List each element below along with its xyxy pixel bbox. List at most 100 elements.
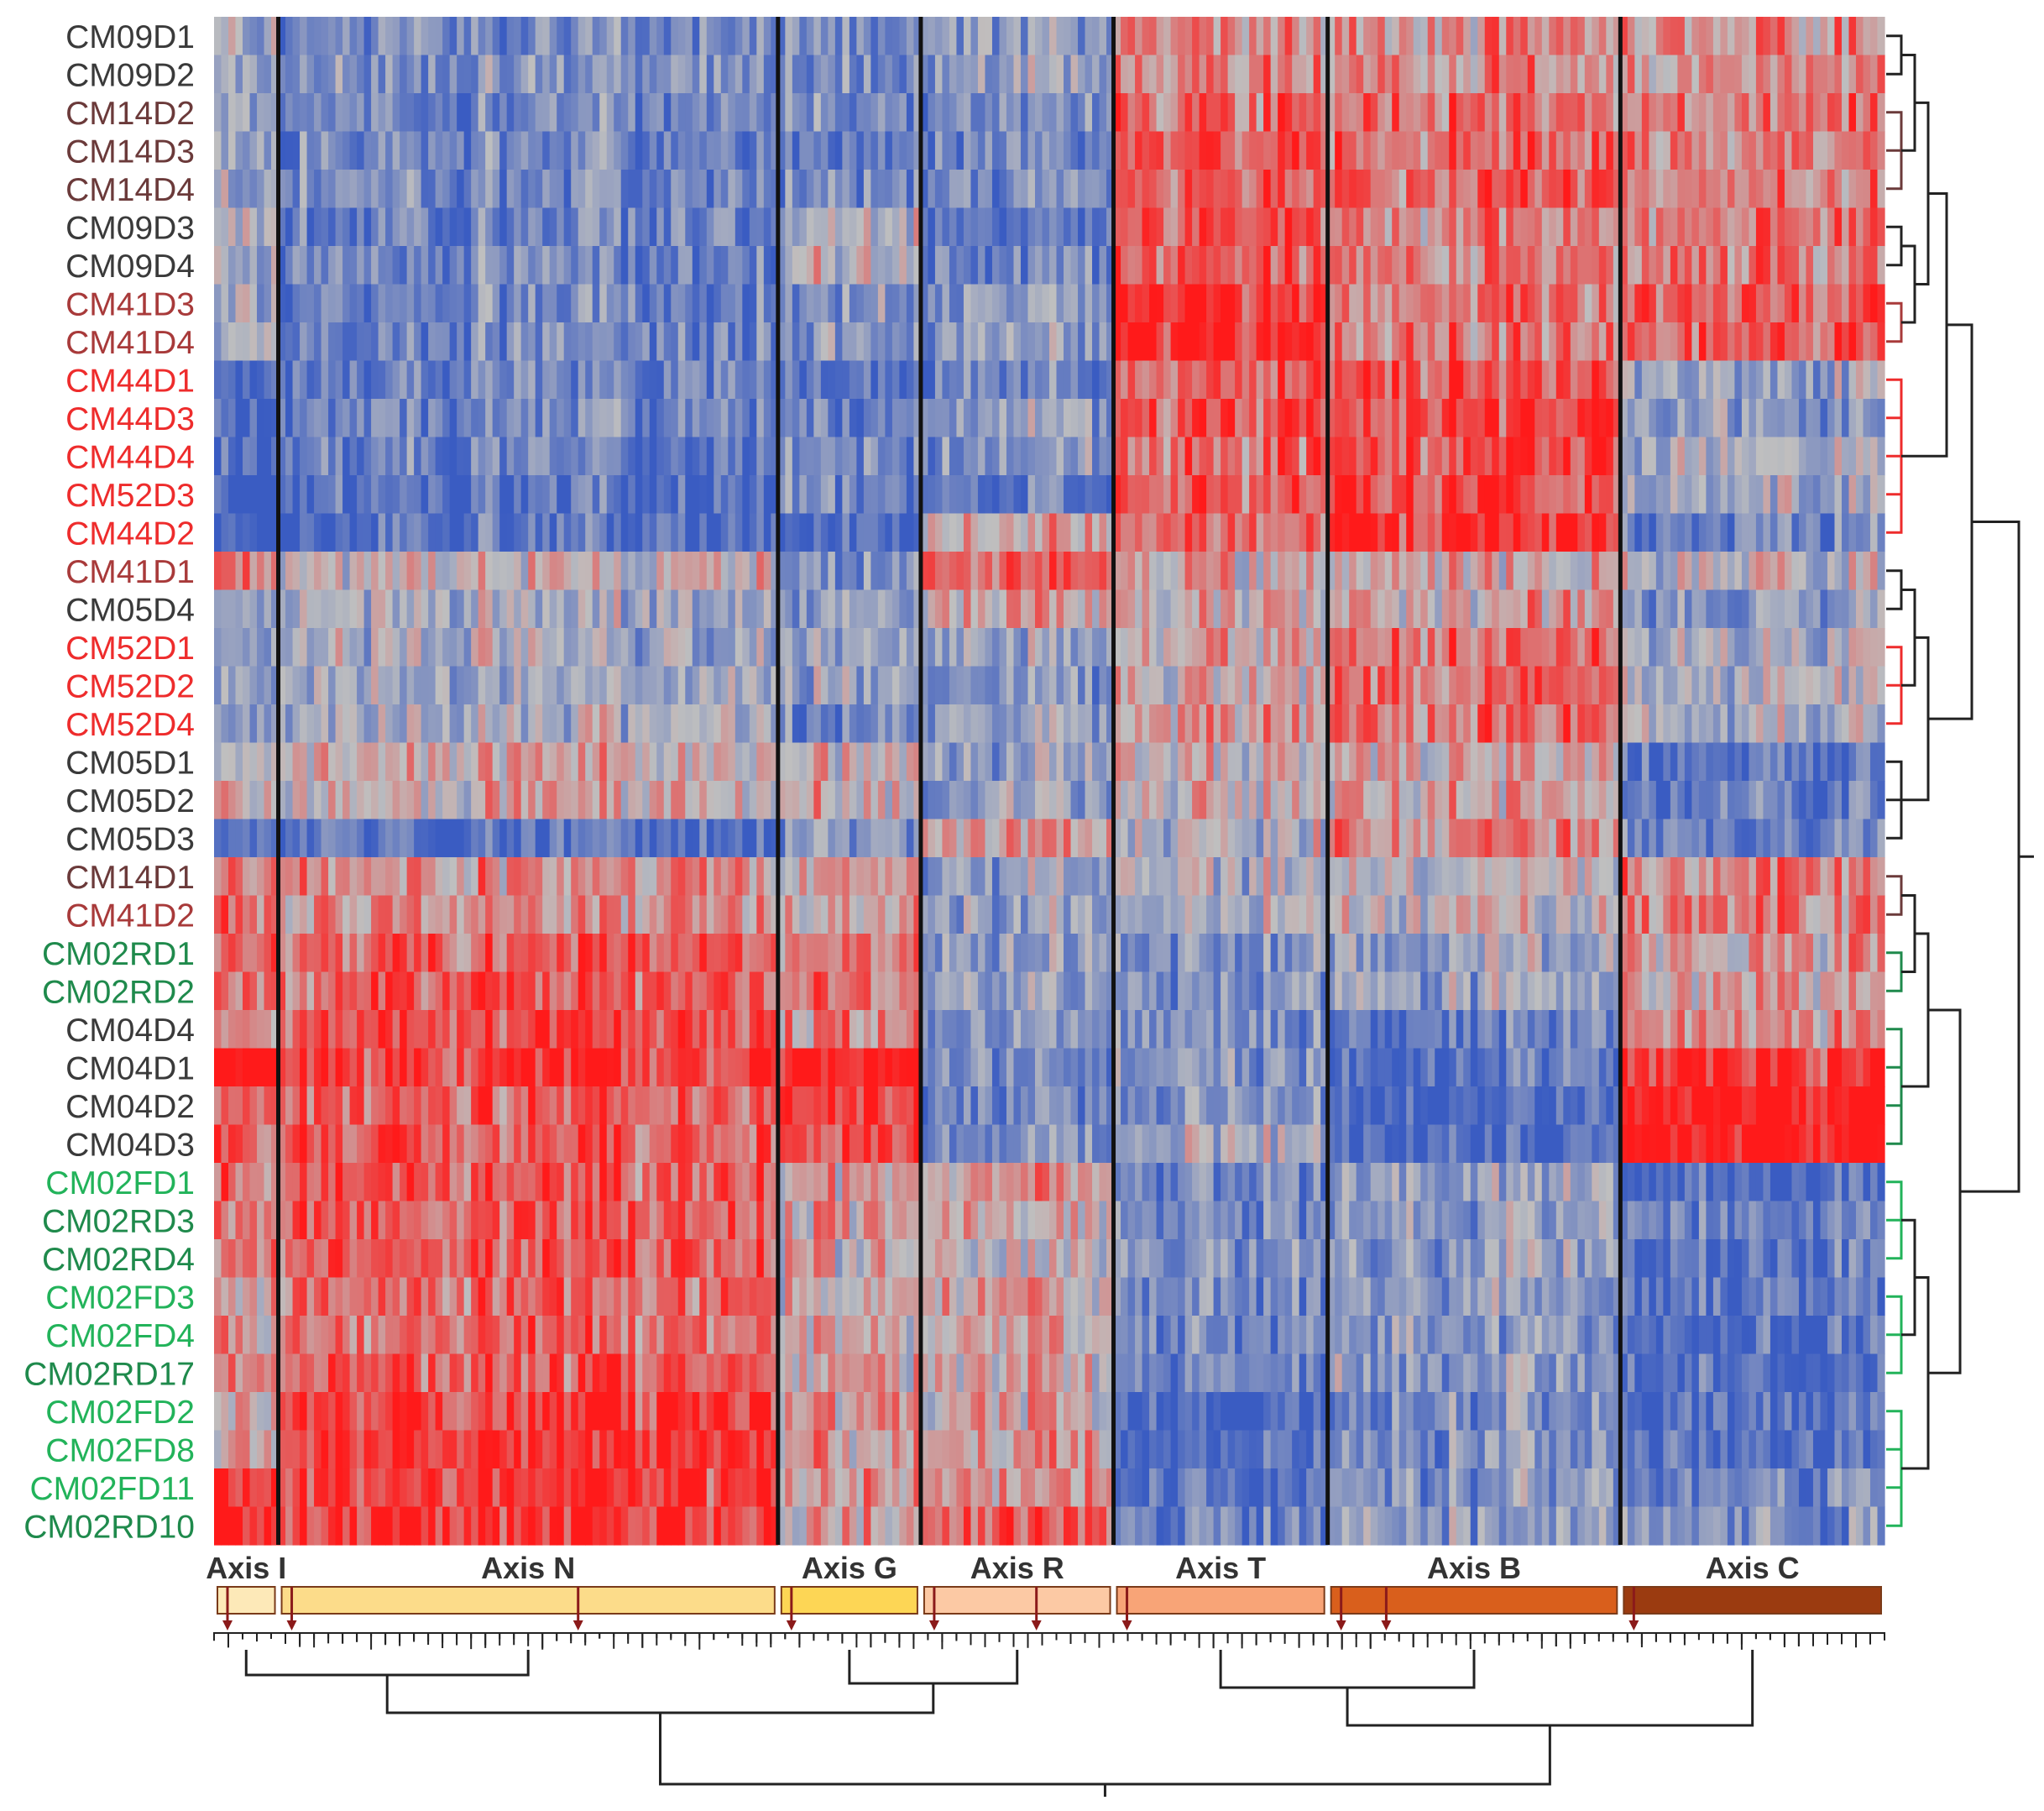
heatmap-cell: [1042, 742, 1050, 782]
heatmap-cell: [656, 437, 665, 476]
heatmap-cell: [1092, 17, 1100, 56]
heatmap-cell: [785, 552, 793, 591]
heatmap-cell: [614, 742, 622, 782]
heatmap-cell: [842, 513, 850, 552]
heatmap-cell: [1555, 55, 1564, 94]
heatmap-cell: [1620, 742, 1628, 782]
heatmap-cell: [435, 437, 443, 476]
heatmap-cell: [249, 552, 258, 591]
heatmap-cell: [271, 360, 280, 400]
row-label: CM05D2: [65, 783, 195, 819]
heatmap-cell: [956, 17, 964, 56]
heatmap-cell: [321, 399, 329, 438]
heatmap-cell: [842, 475, 850, 515]
heatmap-cell: [913, 399, 922, 438]
heatmap-cell: [264, 552, 272, 591]
heatmap-cell: [342, 628, 351, 667]
heatmap-cell: [463, 17, 472, 56]
heatmap-cell: [692, 284, 700, 323]
heatmap-cell: [806, 55, 814, 94]
row-label: CM14D1: [65, 860, 195, 896]
heatmap-cell: [1435, 131, 1443, 170]
heatmap-cell: [585, 589, 593, 629]
heatmap-cell: [671, 93, 679, 133]
heatmap-cell: [249, 360, 258, 400]
heatmap-cell: [806, 170, 814, 209]
heatmap-cell: [1449, 360, 1457, 400]
heatmap-cell: [1784, 628, 1793, 667]
heatmap-cell: [1698, 399, 1707, 438]
heatmap-cell: [1848, 704, 1857, 744]
heatmap-cell: [1227, 552, 1236, 591]
heatmap-cell: [300, 55, 308, 94]
heatmap-cell: [777, 552, 786, 591]
heatmap-cell: [1755, 399, 1764, 438]
heatmap-cell: [856, 552, 865, 591]
heatmap-cell: [228, 589, 237, 629]
heatmap-cell: [849, 207, 857, 247]
heatmap-cell: [1064, 207, 1072, 247]
heatmap-cell: [1121, 437, 1129, 476]
heatmap-cell: [492, 170, 500, 209]
heatmap-cell: [1392, 513, 1400, 552]
heatmap-cell: [542, 284, 551, 323]
heatmap-cell: [328, 284, 337, 323]
heatmap-cell: [620, 322, 629, 362]
heatmap-cell: [1634, 207, 1643, 247]
heatmap-cell: [620, 513, 629, 552]
heatmap-cell: [1734, 437, 1743, 476]
heatmap-cell: [1206, 589, 1215, 629]
heatmap-cell: [1520, 513, 1529, 552]
heatmap-cell: [535, 589, 543, 629]
heatmap-cell: [1812, 628, 1822, 667]
heatmap-cell: [1492, 207, 1500, 247]
heatmap-cell: [642, 17, 651, 56]
heatmap-cell: [1449, 131, 1457, 170]
heatmap-cell: [1042, 246, 1050, 285]
heatmap-cell: [1798, 246, 1807, 285]
heatmap-cell: [1770, 628, 1779, 667]
heatmap-cell: [1634, 475, 1643, 515]
heatmap-cell: [1606, 207, 1614, 247]
heatmap-cell: [1763, 437, 1771, 476]
heatmap-cell: [1492, 322, 1500, 362]
heatmap-cell: [1806, 742, 1814, 782]
heatmap-cell: [1292, 93, 1300, 133]
heatmap-cell: [1677, 93, 1686, 133]
heatmap-cell: [378, 437, 386, 476]
heatmap-cell: [1655, 284, 1664, 323]
heatmap-cell: [278, 360, 286, 400]
heatmap-cell: [606, 589, 614, 629]
heatmap-cell: [1427, 513, 1435, 552]
heatmap-cell: [1042, 704, 1050, 744]
heatmap-cell: [414, 513, 422, 552]
heatmap-cell: [1427, 628, 1435, 667]
heatmap-cell: [300, 93, 308, 133]
heatmap-cell: [1163, 17, 1172, 56]
heatmap-cell: [1127, 93, 1136, 133]
heatmap-cell: [1541, 704, 1550, 744]
heatmap-cell: [499, 781, 508, 820]
heatmap-cell: [692, 17, 700, 56]
heatmap-cell: [520, 628, 529, 667]
heatmap-cell: [1013, 93, 1022, 133]
heatmap-cell: [1420, 781, 1429, 820]
heatmap-cell: [877, 437, 886, 476]
heatmap-cell: [306, 207, 315, 247]
heatmap-cell: [249, 17, 258, 56]
heatmap-cell: [1527, 742, 1535, 782]
heatmap-cell: [528, 55, 536, 94]
heatmap-cell: [1812, 399, 1822, 438]
heatmap-cell: [1869, 781, 1879, 820]
heatmap-cell: [1413, 742, 1421, 782]
heatmap-cell: [442, 322, 451, 362]
heatmap-cell: [300, 399, 308, 438]
heatmap-cell: [663, 399, 672, 438]
heatmap-cell: [243, 704, 251, 744]
heatmap-cell: [1706, 628, 1714, 667]
heatmap-cell: [599, 742, 608, 782]
heatmap-cell: [1655, 666, 1664, 705]
heatmap-cell: [792, 666, 800, 705]
heatmap-cell: [506, 360, 515, 400]
heatmap-cell: [1242, 17, 1250, 56]
